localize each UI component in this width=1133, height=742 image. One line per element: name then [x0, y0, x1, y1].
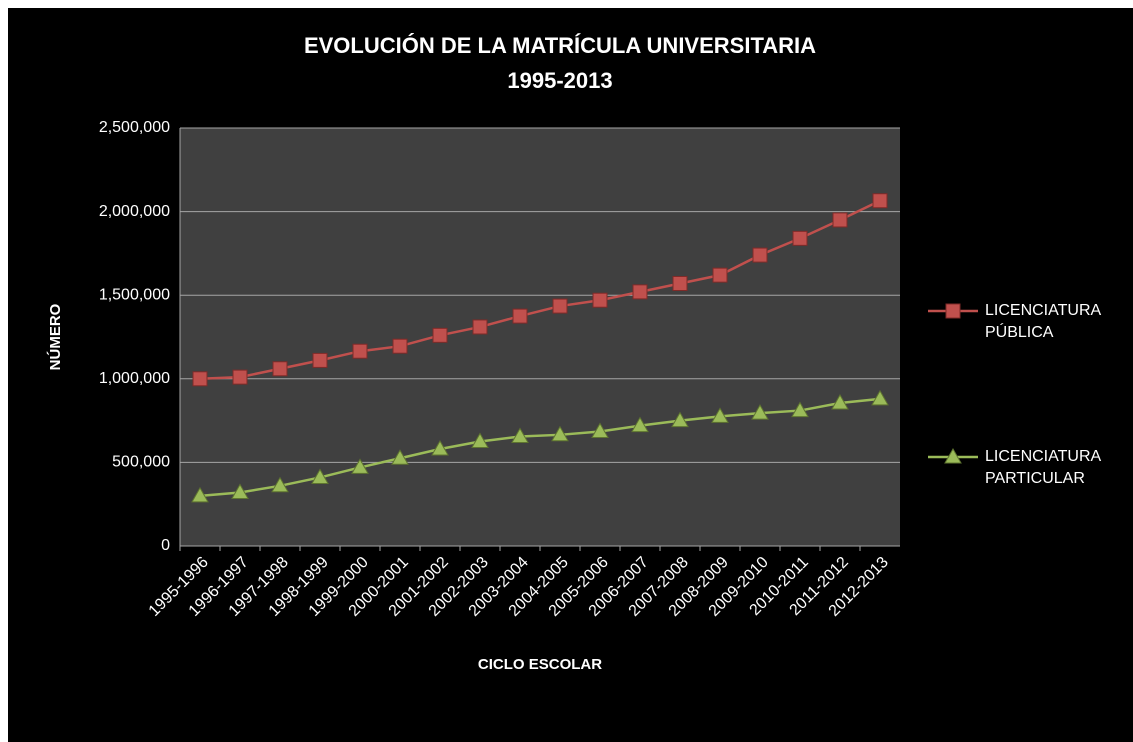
y-tick-label: 500,000 [112, 454, 170, 471]
y-tick-label: 1,000,000 [99, 370, 170, 387]
marker [231, 483, 249, 499]
y-tick-label: 2,000,000 [99, 203, 170, 220]
marker [871, 389, 889, 406]
marker [272, 361, 288, 377]
marker [472, 319, 488, 335]
marker [712, 267, 728, 283]
marker [672, 275, 688, 291]
y-tick-label: 2,500,000 [99, 119, 170, 136]
chart-subtitle: 1995-2013 [507, 68, 612, 93]
marker [631, 416, 649, 433]
series-line [199, 397, 881, 498]
marker [511, 427, 529, 443]
marker [271, 476, 289, 493]
marker [872, 193, 888, 209]
marker [945, 303, 961, 319]
marker [632, 284, 648, 300]
marker [944, 447, 962, 464]
marker [431, 440, 449, 456]
marker [592, 292, 608, 308]
marker [391, 449, 409, 465]
marker [512, 308, 528, 324]
legend-label: LICENCIATURA PARTICULAR [985, 448, 1101, 487]
y-tick-label: 0 [161, 537, 170, 554]
y-tick-label: 1,500,000 [99, 286, 170, 303]
marker [752, 247, 768, 263]
marker [831, 394, 849, 410]
marker [471, 432, 489, 448]
marker [351, 458, 369, 474]
chart-title: EVOLUCIÓN DE LA MATRÍCULA UNIVERSITARIA [304, 33, 816, 58]
legend-label: LICENCIATURA PÚBLICA [985, 302, 1101, 341]
marker [832, 212, 848, 228]
marker [432, 327, 448, 343]
x-axis-label: CICLO ESCOLAR [478, 656, 602, 673]
marker [551, 425, 569, 442]
y-axis-label: NÚMERO [46, 303, 64, 370]
marker [392, 338, 408, 354]
marker [751, 404, 769, 420]
marker [792, 230, 808, 246]
marker [591, 422, 609, 438]
marker [552, 298, 568, 314]
marker [192, 371, 208, 387]
marker [312, 352, 328, 368]
marker [311, 468, 329, 484]
marker [671, 411, 689, 428]
marker [711, 407, 729, 423]
marker [791, 401, 809, 418]
marker [352, 343, 368, 359]
marker [191, 486, 209, 503]
marker [232, 369, 248, 385]
plot-area [180, 128, 900, 546]
